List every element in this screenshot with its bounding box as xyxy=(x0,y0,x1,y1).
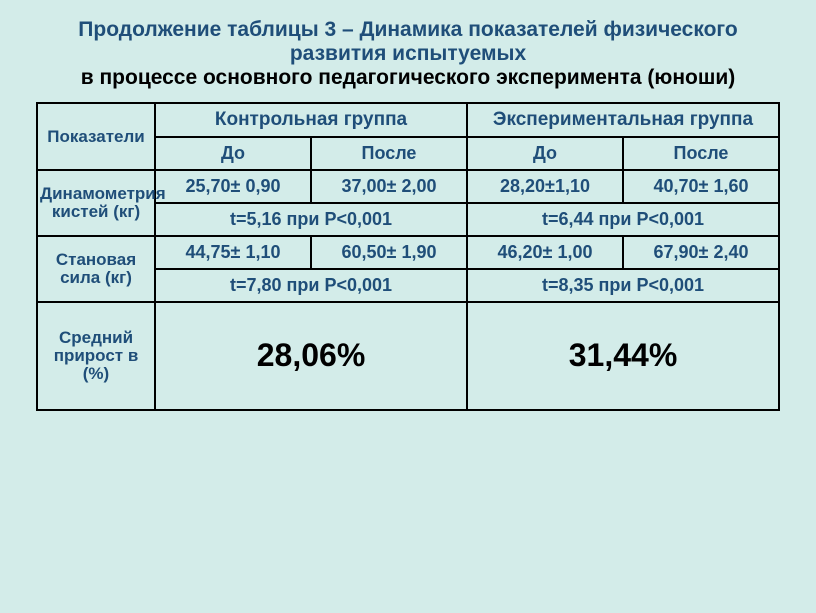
deadlift-control-t: t=7,80 при Р<0,001 xyxy=(155,269,467,302)
growth-exp: 31,44% xyxy=(467,302,779,410)
row-label-dynamo: Динамометрия кистей (кг) xyxy=(37,170,155,236)
dynamo-exp-t: t=6,44 при Р<0,001 xyxy=(467,203,779,236)
deadlift-exp-before: 46,20± 1,00 xyxy=(467,236,623,269)
header-control-after: После xyxy=(311,137,467,170)
deadlift-exp-after: 67,90± 2,40 xyxy=(623,236,779,269)
dynamo-control-t: t=5,16 при Р<0,001 xyxy=(155,203,467,236)
title-line2: в процессе основного педагогического экс… xyxy=(81,66,736,89)
dynamo-control-before: 25,70± 0,90 xyxy=(155,170,311,203)
row-label-deadlift: Становая сила (кг) xyxy=(37,236,155,302)
dynamo-exp-after: 40,70± 1,60 xyxy=(623,170,779,203)
data-table: Показатели Контрольная группа Эксперимен… xyxy=(36,102,780,410)
header-control-before: До xyxy=(155,137,311,170)
header-exp-after: После xyxy=(623,137,779,170)
deadlift-control-before: 44,75± 1,10 xyxy=(155,236,311,269)
deadlift-control-after: 60,50± 1,90 xyxy=(311,236,467,269)
deadlift-exp-t: t=8,35 при Р<0,001 xyxy=(467,269,779,302)
header-exp-before: До xyxy=(467,137,623,170)
header-experimental: Экспериментальная группа xyxy=(467,103,779,137)
row-label-growth: Средний прирост в (%) xyxy=(37,302,155,410)
dynamo-exp-before: 28,20±1,10 xyxy=(467,170,623,203)
growth-control: 28,06% xyxy=(155,302,467,410)
header-indicator: Показатели xyxy=(37,103,155,170)
dynamo-control-after: 37,00± 2,00 xyxy=(311,170,467,203)
page-title: Продолжение таблицы 3 – Динамика показат… xyxy=(36,18,780,90)
header-control: Контрольная группа xyxy=(155,103,467,137)
title-line1: Продолжение таблицы 3 – Динамика показат… xyxy=(78,18,737,65)
